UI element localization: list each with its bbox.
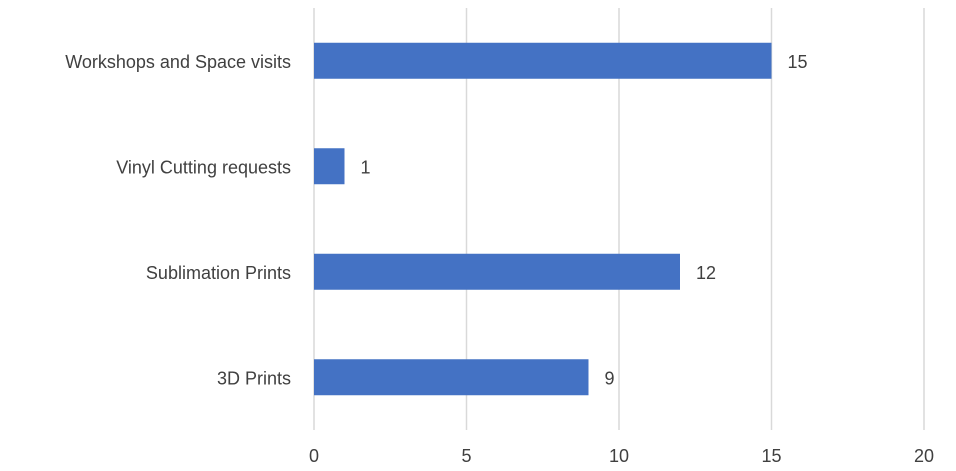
- x-tick-label: 10: [609, 446, 629, 466]
- bar: [314, 253, 680, 290]
- x-tick-label: 5: [461, 446, 471, 466]
- x-tick-label: 0: [309, 446, 319, 466]
- x-tick-label: 20: [914, 446, 934, 466]
- category-label: Workshops and Space visits: [65, 52, 291, 72]
- category-label: Vinyl Cutting requests: [116, 157, 291, 177]
- bar: [314, 148, 345, 185]
- bar: [314, 42, 772, 79]
- data-labels: 15 1 12 9: [361, 52, 808, 389]
- category-label: Sublimation Prints: [146, 263, 291, 283]
- category-labels: Workshops and Space visits Vinyl Cutting …: [65, 52, 291, 389]
- bars: [314, 42, 772, 396]
- bar: [314, 359, 589, 396]
- data-label: 15: [788, 52, 808, 72]
- data-label: 9: [605, 368, 615, 388]
- x-tick-label: 15: [761, 446, 781, 466]
- data-label: 12: [696, 263, 716, 283]
- x-axis-tick-labels: 0 5 10 15 20: [309, 446, 934, 466]
- category-label: 3D Prints: [217, 368, 291, 388]
- data-label: 1: [361, 157, 371, 177]
